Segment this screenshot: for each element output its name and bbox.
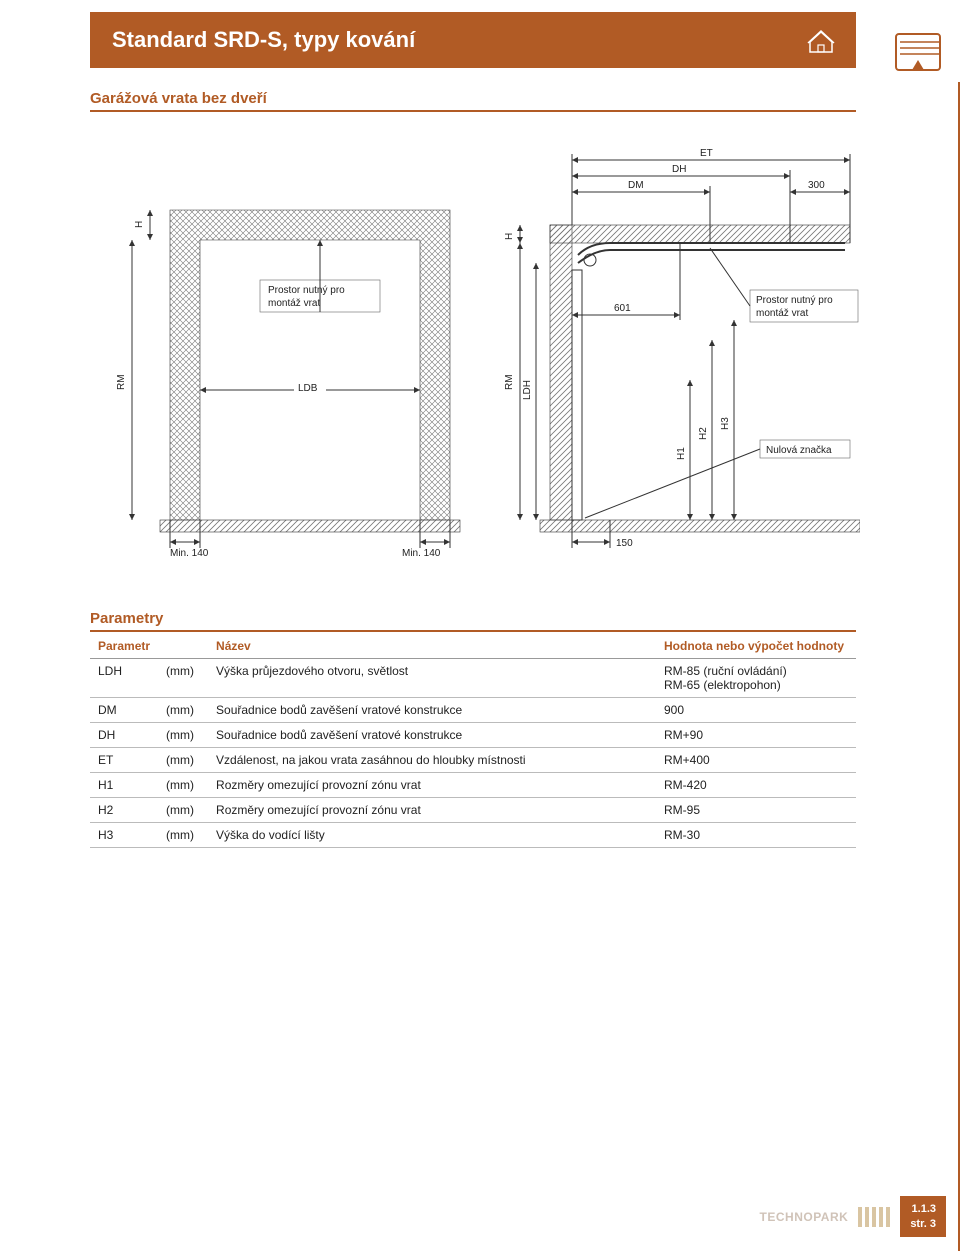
subheading: Garážová vrata bez dveří (90, 90, 856, 112)
label-DM: DM (628, 180, 644, 191)
label-note-right-l2: montáž vrat (756, 308, 808, 319)
section-icon (892, 26, 944, 78)
label-601: 601 (614, 303, 631, 314)
label-min140r: Min. 140 (402, 548, 441, 559)
table-row: DH(mm)Souřadnice bodů zavěšení vratové k… (90, 723, 856, 748)
table-row: H1(mm)Rozměry omezující provozní zónu vr… (90, 773, 856, 798)
content-area: Garážová vrata bez dveří (90, 90, 856, 848)
label-H-right: H (504, 233, 515, 240)
table-row: ET(mm)Vzdálenost, na jakou vrata zasáhno… (90, 748, 856, 773)
house-icon (806, 26, 836, 56)
page-badge: 1.1.3 str. 3 (900, 1196, 946, 1237)
table-row: LDH(mm)Výška průjezdového otvoru, světlo… (90, 659, 856, 698)
col-parametr: Parametr (90, 634, 158, 659)
table-row: DM(mm)Souřadnice bodů zavěšení vratové k… (90, 698, 856, 723)
label-RM-right: RM (504, 374, 515, 390)
page-code: 1.1.3 (910, 1202, 936, 1216)
technical-diagram: H RM Prostor nutný pro montáž vrat LDB M… (90, 140, 860, 570)
col-unit (158, 634, 208, 659)
table-row: H3(mm)Výška do vodící lištyRM-30 (90, 823, 856, 848)
label-RM-left: RM (116, 374, 127, 390)
col-hodnota: Hodnota nebo výpočet hodnoty (656, 634, 856, 659)
footer: TECHNOPARK 1.1.3 str. 3 (760, 1196, 946, 1237)
label-H1: H1 (676, 447, 687, 460)
brand-label: TECHNOPARK (760, 1210, 849, 1224)
header-bar: Standard SRD-S, typy kování (90, 12, 856, 68)
label-note-right-l1: Prostor nutný pro (756, 295, 833, 306)
label-150: 150 (616, 538, 633, 549)
label-nulova: Nulová značka (766, 445, 832, 456)
label-LDB: LDB (298, 383, 318, 394)
side-view: ET DH DM 300 601 H (504, 148, 860, 549)
col-nazev: Název (208, 634, 656, 659)
label-LDH: LDH (522, 380, 533, 400)
table-header-row: Parametr Název Hodnota nebo výpočet hodn… (90, 634, 856, 659)
label-note-left-l1: Prostor nutný pro (268, 285, 345, 296)
page-title: Standard SRD-S, typy kování (112, 27, 415, 53)
front-view: H RM Prostor nutný pro montáž vrat LDB M… (116, 210, 460, 559)
params-title: Parametry (90, 610, 856, 632)
label-ET: ET (700, 148, 713, 159)
label-min140l: Min. 140 (170, 548, 209, 559)
page-number: str. 3 (910, 1217, 936, 1231)
label-H3: H3 (720, 417, 731, 430)
label-H-left: H (134, 221, 145, 228)
label-DH: DH (672, 164, 686, 175)
label-note-left-l2: montáž vrat (268, 298, 320, 309)
label-300: 300 (808, 180, 825, 191)
table-row: H2(mm)Rozměry omezující provozní zónu vr… (90, 798, 856, 823)
label-H2: H2 (698, 427, 709, 440)
brand-bars-icon (858, 1207, 890, 1227)
params-table: Parametr Název Hodnota nebo výpočet hodn… (90, 634, 856, 848)
